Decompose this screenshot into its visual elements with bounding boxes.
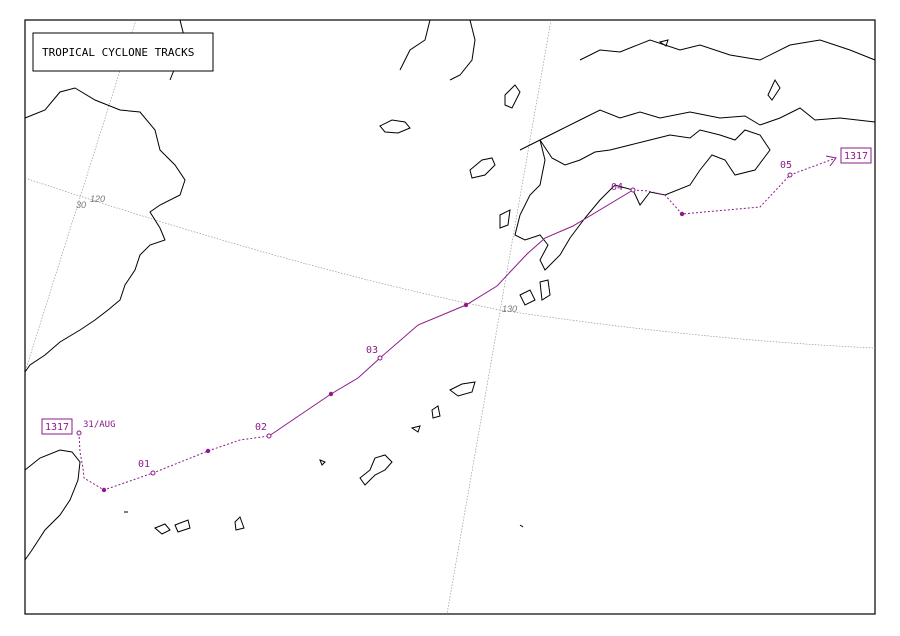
track-point-open (266, 433, 272, 439)
map-frame (24, 19, 876, 615)
track-point-filled (328, 391, 334, 397)
track-point-filled (679, 211, 685, 217)
grid-label-130: 130 (502, 304, 517, 314)
day-label-05: 05 (780, 160, 792, 171)
title-box (32, 32, 214, 72)
track-point-open (76, 430, 82, 436)
track-id-box-start (41, 418, 73, 435)
cyclone-track: 1317 31/AUG 01 02 03 04 05 1317 (41, 147, 872, 493)
track-id-box-end (840, 147, 872, 164)
meridian-130 (446, 19, 552, 615)
parallel-30 (24, 177, 876, 349)
track-start-date: 31/AUG (83, 420, 116, 430)
coastlines (24, 19, 876, 561)
track-point-filled (101, 487, 107, 493)
track-arrow-icon (825, 155, 837, 167)
day-label-02: 02 (255, 422, 267, 433)
track-point-open (377, 355, 383, 361)
track-point-open (630, 187, 636, 193)
track-segment-weak-end (632, 157, 837, 215)
track-point-filled (463, 302, 469, 308)
day-label-01: 01 (138, 459, 150, 470)
track-segment-weak-start (78, 432, 270, 491)
grid-label-120: 120 (90, 194, 105, 204)
track-id-end: 1317 (844, 151, 868, 162)
track-point-open (150, 470, 156, 476)
track-point-filled (205, 448, 211, 454)
map-title: TROPICAL CYCLONE TRACKS (42, 46, 194, 59)
track-point-open (787, 172, 793, 178)
day-label-03: 03 (366, 345, 378, 356)
track-id-start: 1317 (45, 422, 69, 433)
grid-label-30: 30 (76, 200, 86, 210)
day-label-04: 04 (611, 182, 623, 193)
